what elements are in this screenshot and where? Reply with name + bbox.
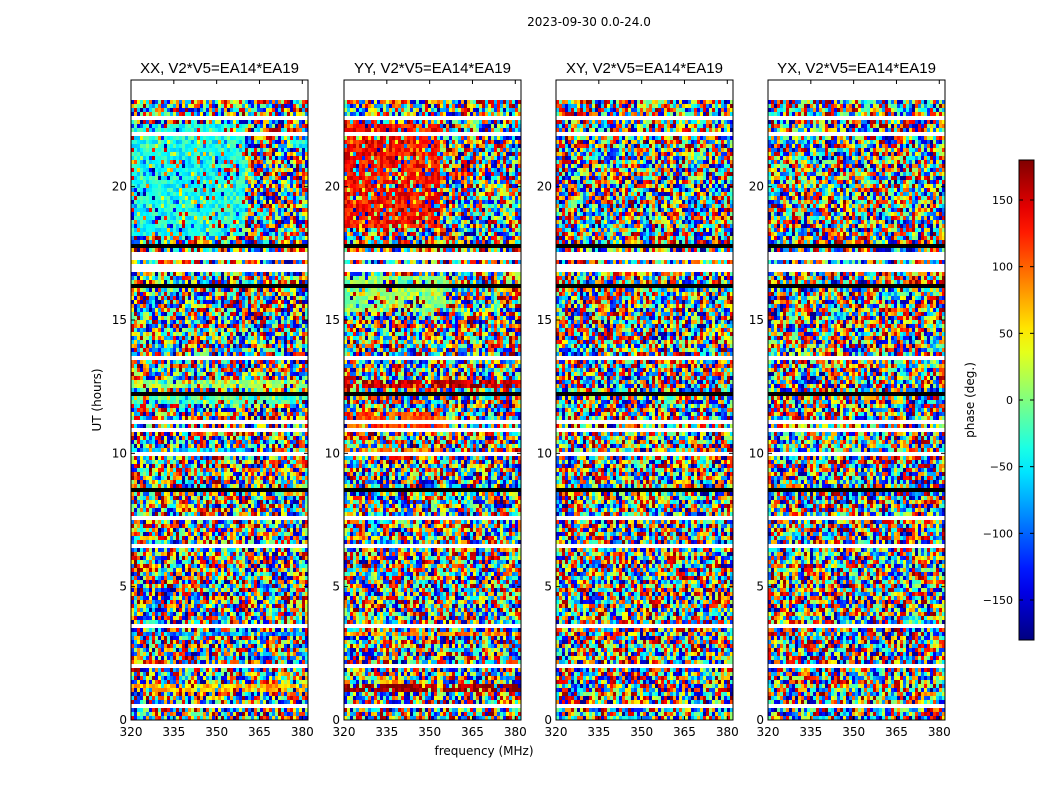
panel-xy: XY, V2*V5=EA14*EA19 320 335 350 365 380 0 5 10 15… <box>537 60 739 739</box>
colorbar-tick-label: 0 <box>1006 394 1013 407</box>
panel-frame <box>767 79 946 721</box>
y-tick-label: 15 <box>749 313 764 327</box>
y-tick-label: 5 <box>756 580 764 594</box>
heatmap-yy <box>344 80 521 720</box>
y-tick-label: 15 <box>325 313 340 327</box>
y-axis-label: UT (hours) <box>90 368 104 431</box>
panel-title: XX, V2*V5=EA14*EA19 <box>140 60 299 77</box>
x-tick-label: 365 <box>673 725 696 739</box>
panel-title: YX, V2*V5=EA14*EA19 <box>777 60 936 77</box>
y-tick-label: 10 <box>749 446 764 460</box>
panel-title: YY, V2*V5=EA14*EA19 <box>354 60 511 77</box>
panel-frame <box>343 79 522 721</box>
x-tick-label: 365 <box>248 725 271 739</box>
x-tick-label: 350 <box>205 725 228 739</box>
y-tick-label: 5 <box>332 580 340 594</box>
x-tick-label: 320 <box>333 725 356 739</box>
x-tick-label: 320 <box>757 725 780 739</box>
y-tick-label: 10 <box>325 446 340 460</box>
panel-frame <box>555 79 734 721</box>
colorbar-label: phase (deg.) <box>963 362 977 438</box>
heatmap-yx <box>768 80 945 720</box>
x-axis-label: frequency (MHz) <box>434 744 533 758</box>
x-tick-label: 335 <box>587 725 610 739</box>
x-tick-label: 365 <box>461 725 484 739</box>
colorbar-tick-label: 150 <box>992 194 1013 207</box>
x-tick-label: 335 <box>162 725 185 739</box>
y-tick-label: 20 <box>112 180 127 194</box>
y-tick-label: 0 <box>544 713 552 727</box>
y-tick-label: 0 <box>119 713 127 727</box>
y-tick-label: 20 <box>325 180 340 194</box>
panels-group: XX, V2*V5=EA14*EA19 320 335 350 365 380 0 5 10 15… <box>112 60 951 739</box>
x-tick-label: 380 <box>928 725 951 739</box>
colorbar-tick-label: −50 <box>990 461 1013 474</box>
y-tick-label: 5 <box>119 580 127 594</box>
y-tick-label: 10 <box>537 446 552 460</box>
x-tick-label: 335 <box>375 725 398 739</box>
x-tick-label: 350 <box>418 725 441 739</box>
x-tick-label: 350 <box>842 725 865 739</box>
y-tick-label: 20 <box>537 180 552 194</box>
panel-yx: YX, V2*V5=EA14*EA19 320 335 350 365 380 0 5 10 15… <box>749 60 951 739</box>
colorbar: 150 100 50 0 −50 −100 −150 <box>983 159 1035 641</box>
x-tick-label: 365 <box>885 725 908 739</box>
y-tick-label: 5 <box>544 580 552 594</box>
y-tick-label: 15 <box>112 313 127 327</box>
y-tick-label: 10 <box>112 446 127 460</box>
suptitle: 2023-09-30 0.0-24.0 <box>527 15 651 29</box>
colorbar-tick-label: −100 <box>983 527 1013 540</box>
panel-yy: YY, V2*V5=EA14*EA19 320 335 350 365 380 0 5 10 15… <box>325 60 527 739</box>
colorbar-tick-label: 50 <box>999 327 1013 340</box>
heatmap-xx <box>131 80 308 720</box>
colorbar-tick-label: 100 <box>992 261 1013 274</box>
y-tick-label: 15 <box>537 313 552 327</box>
heatmap-xy <box>556 80 733 720</box>
x-tick-label: 320 <box>545 725 568 739</box>
y-tick-label: 0 <box>756 713 764 727</box>
x-tick-label: 380 <box>716 725 739 739</box>
x-tick-label: 320 <box>120 725 143 739</box>
x-tick-label: 380 <box>291 725 314 739</box>
x-tick-label: 350 <box>630 725 653 739</box>
colorbar-tick-label: −150 <box>983 594 1013 607</box>
panel-xx: XX, V2*V5=EA14*EA19 320 335 350 365 380 0 5 10 15… <box>112 60 314 739</box>
y-tick-label: 0 <box>332 713 340 727</box>
panel-title: XY, V2*V5=EA14*EA19 <box>566 60 723 77</box>
x-tick-label: 380 <box>504 725 527 739</box>
x-tick-label: 335 <box>799 725 822 739</box>
panel-frame <box>130 79 309 721</box>
y-tick-label: 20 <box>749 180 764 194</box>
